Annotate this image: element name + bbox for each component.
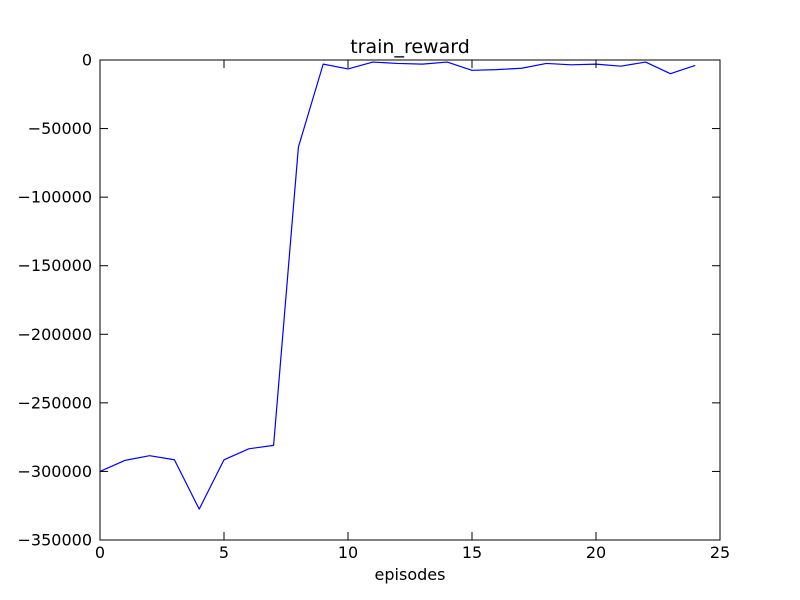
y-tick-label: −150000 <box>18 256 92 275</box>
y-tick-label: 0 <box>82 51 92 70</box>
x-axis-label: episodes <box>375 565 446 584</box>
x-tick-label: 10 <box>338 543 358 562</box>
x-tick-label: 25 <box>710 543 730 562</box>
y-tick-label: −250000 <box>18 393 92 412</box>
plot-frame <box>99 59 721 541</box>
chart-title: train_reward <box>350 36 470 58</box>
series-line-0 <box>99 61 696 510</box>
x-tick-label: 15 <box>462 543 482 562</box>
y-tick-label: −50000 <box>28 119 92 138</box>
y-tick-label: −200000 <box>18 325 92 344</box>
x-tick-label: 20 <box>586 543 606 562</box>
x-tick-label: 0 <box>95 543 105 562</box>
x-tick-label: 5 <box>219 543 229 562</box>
series-layer <box>99 61 696 510</box>
y-tick-label: −300000 <box>18 462 92 481</box>
y-tick-label: −100000 <box>18 188 92 207</box>
ticks-layer: 0 5 10 15 20 25 0 −50000 −100000 −150000 −200000 −2… <box>18 51 731 563</box>
y-tick-label: −350000 <box>18 531 92 550</box>
